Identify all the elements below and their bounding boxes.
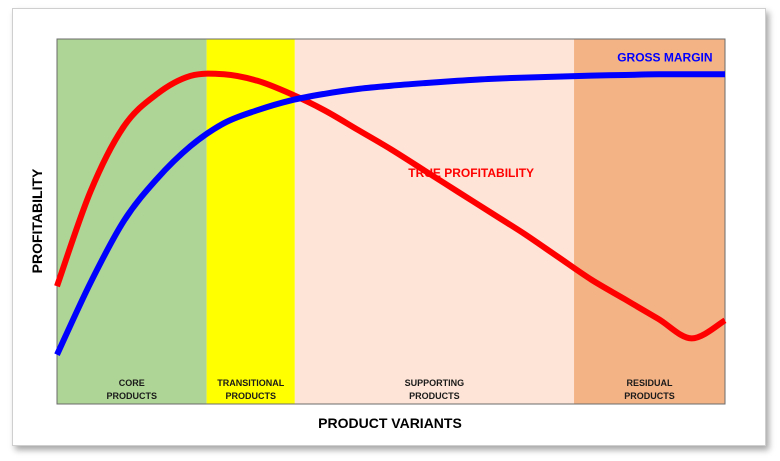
band-label-1-line1: TRANSITIONAL	[217, 378, 284, 388]
series-line-1	[54, 70, 727, 342]
band-label-1-line2: PRODUCTS	[225, 391, 276, 401]
x-axis-label: PRODUCT VARIANTS	[318, 415, 462, 431]
band-2	[294, 39, 575, 404]
band-label-2-line2: PRODUCTS	[409, 391, 460, 401]
band-label-0-line1: CORE	[119, 378, 145, 388]
series-labels: GROSS MARGIN TRUE PROFITABILITY	[408, 50, 712, 180]
band-1	[206, 39, 295, 404]
plot-border	[56, 38, 726, 405]
band-label-0-line2: PRODUCTS	[107, 391, 158, 401]
product-bands	[57, 39, 725, 404]
band-label-3-line1: RESIDUAL	[627, 378, 674, 388]
band-label-3-line2: PRODUCTS	[624, 391, 675, 401]
band-3	[574, 39, 725, 404]
series-line-0	[54, 71, 725, 356]
band-label-2-line1: SUPPORTING	[405, 378, 465, 388]
series-label-0: GROSS MARGIN	[617, 50, 712, 64]
band-labels: CORE PRODUCTS TRANSITIONAL PRODUCTS SUPPORTI…	[107, 378, 675, 401]
series-lines	[54, 70, 727, 356]
series-label-1: TRUE PROFITABILITY	[408, 166, 534, 180]
y-axis-label: PROFITABILITY	[29, 168, 45, 273]
